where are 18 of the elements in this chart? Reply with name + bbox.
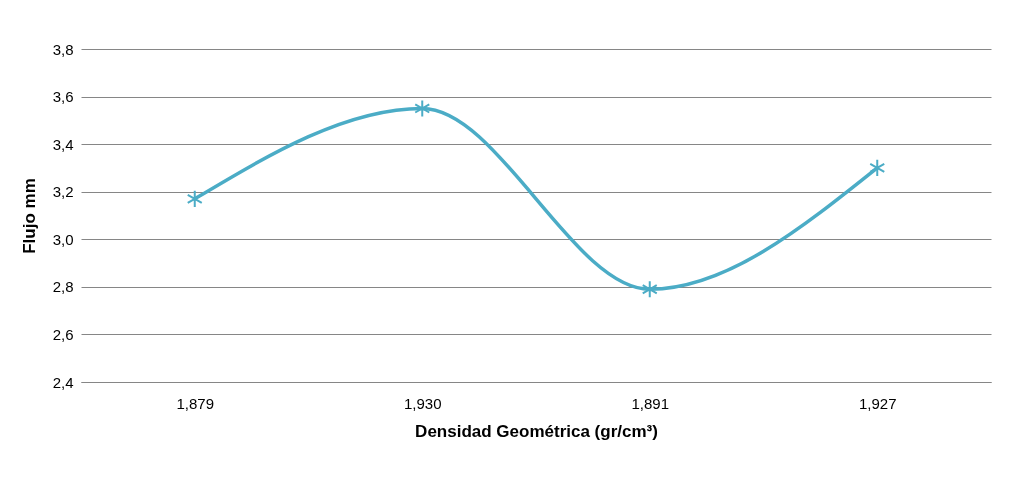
y-axis-title: Flujo mm — [19, 178, 39, 254]
y-tick-label: 2,6 — [52, 325, 74, 343]
x-tick-label: 1,930 — [403, 394, 442, 412]
point — [641, 280, 658, 299]
x-tick-label: 1,927 — [858, 394, 897, 412]
y-tick-label: 3,8 — [52, 40, 74, 58]
point — [186, 189, 203, 208]
point — [414, 99, 431, 118]
y-tick-label: 3,0 — [52, 230, 74, 248]
point — [869, 158, 886, 177]
y-tick-label: 3,4 — [52, 135, 74, 153]
x-tick-label: 1,879 — [176, 394, 215, 412]
x-tick-label: 1,891 — [631, 394, 670, 412]
x-axis-title: Densidad Geométrica (gr/cm³) — [415, 421, 658, 441]
y-tick-label: 2,8 — [52, 278, 74, 296]
y-tick-label: 3,6 — [52, 88, 74, 106]
y-tick-label: 3,2 — [52, 183, 74, 201]
y-tick-label: 2,4 — [52, 373, 74, 391]
